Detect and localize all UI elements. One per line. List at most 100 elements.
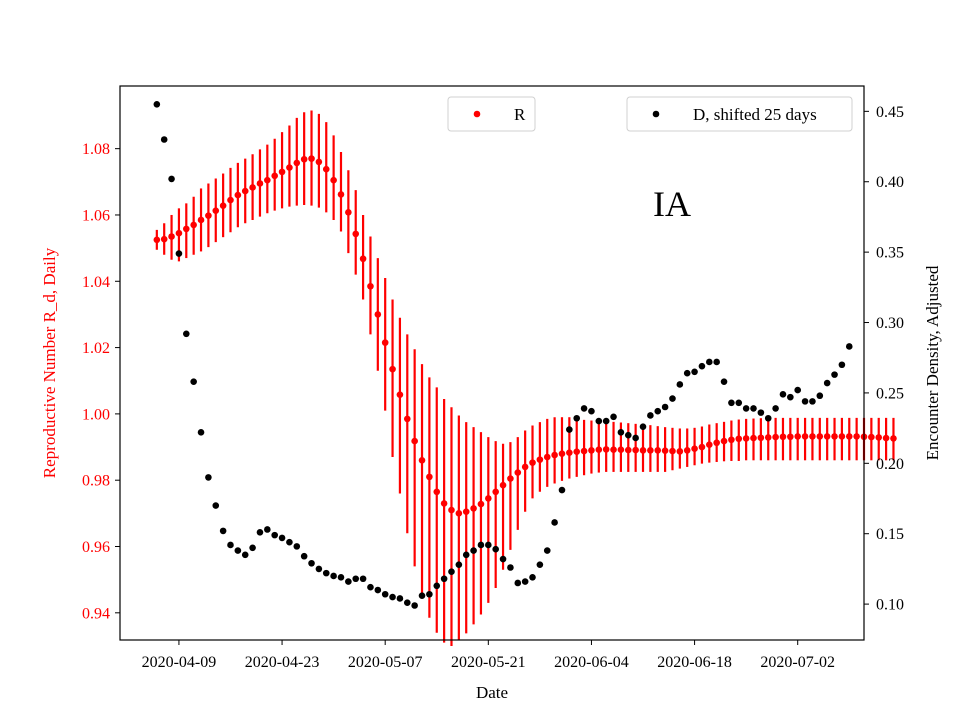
d-point [779, 391, 787, 398]
x-tick-label: 2020-06-04 [554, 654, 629, 671]
d-point [706, 358, 713, 366]
d-point [477, 541, 485, 549]
d-point [470, 547, 477, 554]
right-y-tick-label: 0.20 [876, 456, 904, 473]
x-tick-label: 2020-05-07 [348, 654, 423, 671]
d-point [234, 547, 242, 554]
d-point [322, 569, 330, 577]
d-point [271, 531, 278, 539]
d-point [521, 578, 529, 585]
d-point [698, 362, 706, 370]
d-point [661, 403, 669, 411]
x-axis-title: Date [476, 683, 508, 702]
r-point [698, 443, 706, 451]
r-point [389, 365, 396, 373]
r-point [573, 448, 581, 455]
r-point [190, 221, 197, 229]
d-point [264, 526, 271, 533]
r-point [433, 488, 441, 496]
r-point [580, 447, 588, 455]
r-point [742, 435, 750, 442]
d-point [580, 405, 588, 412]
r-point [499, 481, 507, 489]
r-point [197, 216, 205, 224]
d-point [720, 378, 728, 385]
r-point [868, 433, 875, 441]
d-point [499, 555, 507, 563]
r-point [485, 495, 492, 502]
right-y-tick-label: 0.35 [876, 245, 904, 262]
legend-r-label: R [514, 105, 526, 124]
r-point [632, 446, 639, 454]
d-point [543, 547, 551, 554]
d-point [182, 330, 190, 338]
d-point [396, 595, 404, 602]
d-point [153, 101, 161, 108]
d-point [249, 544, 256, 552]
r-point [234, 191, 242, 199]
r-point [359, 255, 367, 263]
r-point [440, 500, 448, 507]
r-point [507, 475, 514, 482]
right-y-tick-label: 0.45 [876, 104, 904, 121]
r-point [676, 448, 684, 455]
d-point [175, 250, 183, 257]
d-point [411, 602, 418, 609]
d-point [440, 575, 448, 583]
r-point [551, 451, 558, 459]
r-point [264, 176, 271, 184]
legend-r-box [447, 96, 536, 132]
d-point [352, 575, 360, 583]
r-point [286, 164, 293, 171]
r-point [241, 187, 249, 195]
r-point [352, 230, 360, 238]
r-point [300, 155, 308, 163]
r-point [706, 441, 713, 449]
d-point [809, 398, 816, 405]
right-y-tick-label: 0.10 [876, 597, 904, 614]
d-point [455, 561, 463, 568]
d-point [448, 568, 455, 576]
d-point [831, 371, 838, 378]
left-y-tick-label: 0.94 [82, 605, 110, 622]
r-point [153, 236, 161, 244]
legend-r-marker [473, 110, 481, 118]
d-point [764, 414, 772, 422]
r-point [455, 510, 463, 517]
r-point [713, 439, 720, 447]
r-point [610, 446, 617, 453]
d-point [757, 409, 765, 416]
r-point [588, 447, 595, 454]
d-point [573, 414, 581, 422]
d-point [536, 561, 544, 568]
r-point [374, 311, 382, 318]
r-point [882, 434, 890, 442]
r-point [278, 168, 286, 176]
left-y-tick-label: 1.04 [82, 274, 110, 291]
r-point [735, 435, 743, 443]
d-point [286, 538, 293, 546]
r-point [322, 165, 330, 173]
d-point [735, 399, 743, 407]
r-point [764, 434, 772, 441]
r-point [470, 505, 477, 512]
r-point [521, 463, 529, 471]
state-annotation: IA [653, 184, 691, 224]
d-point [742, 405, 750, 412]
r-point [831, 433, 838, 440]
d-point [308, 559, 315, 567]
d-point [691, 368, 698, 376]
r-point [691, 445, 698, 453]
d-point [588, 407, 595, 415]
right-y-axis-title: Encounter Density, Adjusted [923, 265, 942, 460]
r-point [345, 209, 352, 216]
r-point [750, 434, 757, 442]
d-point [367, 583, 374, 591]
r-point [595, 446, 603, 453]
right-y-tick-label: 0.25 [876, 385, 904, 402]
x-tick-label: 2020-04-23 [245, 654, 320, 671]
d-point [241, 551, 249, 559]
x-tick-label: 2020-05-21 [451, 654, 526, 671]
d-point [816, 392, 824, 400]
